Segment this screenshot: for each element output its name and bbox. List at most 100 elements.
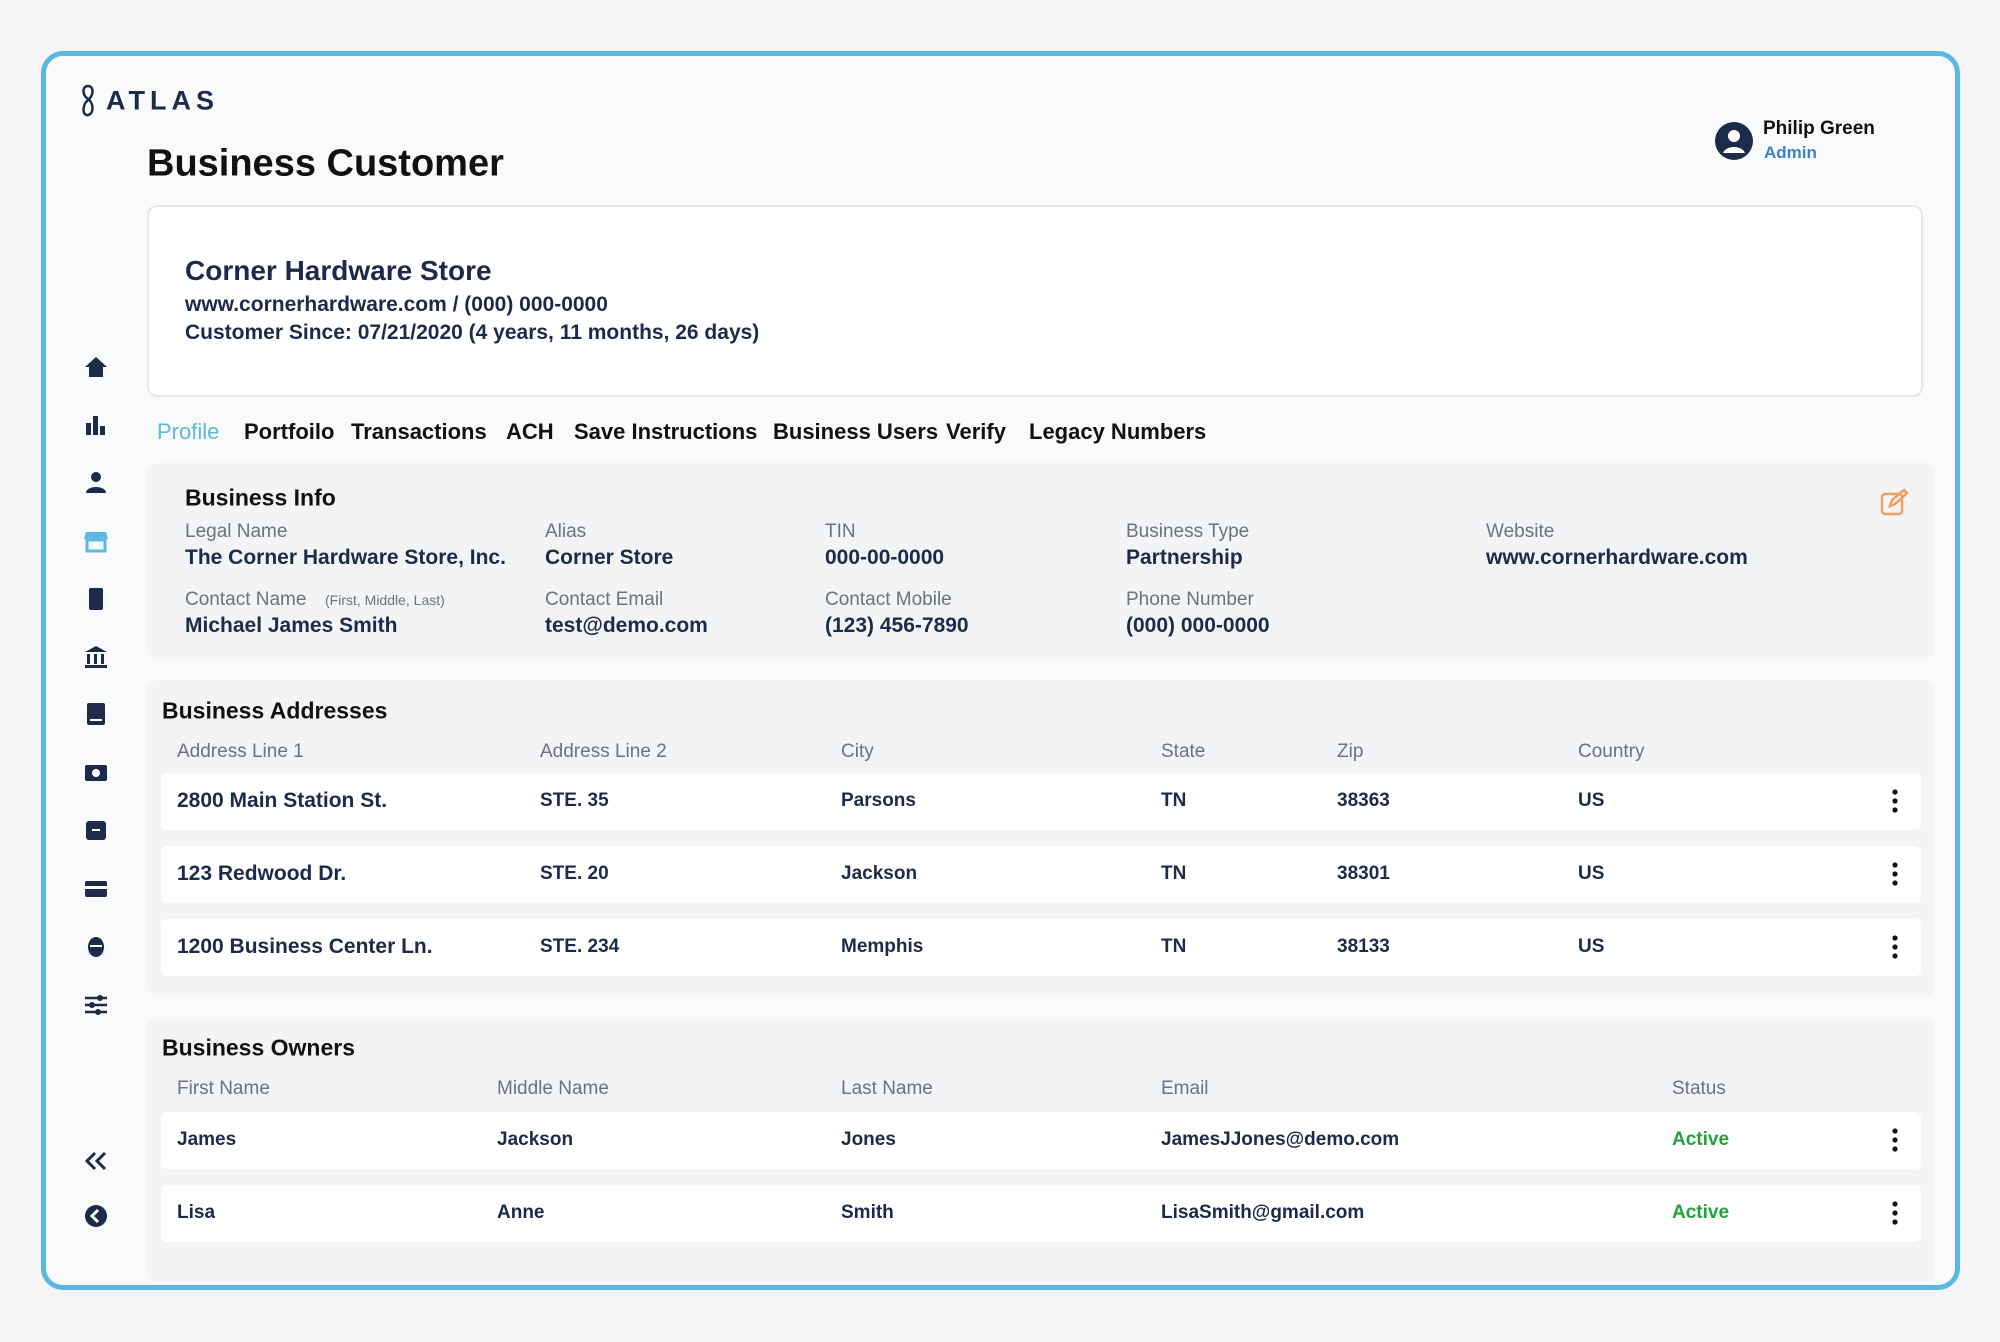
- person-icon[interactable]: [84, 470, 108, 494]
- bank-icon[interactable]: [84, 645, 108, 669]
- field-label: Contact Name: [185, 589, 307, 610]
- row-menu[interactable]: [1891, 1201, 1899, 1225]
- table-cell: Memphis: [841, 936, 924, 957]
- row-menu[interactable]: [1891, 935, 1899, 959]
- table-cell: Active: [1672, 1129, 1730, 1150]
- table-cell: Jackson: [841, 863, 918, 884]
- device-icon[interactable]: [84, 587, 108, 611]
- money-icon[interactable]: [84, 761, 108, 785]
- card-icon[interactable]: [84, 877, 108, 901]
- row-menu[interactable]: [1891, 789, 1899, 813]
- table-cell: Anne: [497, 1202, 545, 1223]
- tab[interactable]: Verify: [946, 419, 1006, 444]
- table-cell: 38301: [1337, 863, 1390, 884]
- column-header: First Name: [177, 1078, 270, 1099]
- table-row: [161, 1185, 1921, 1242]
- chart-icon[interactable]: [84, 413, 108, 437]
- bug-icon[interactable]: [84, 934, 108, 958]
- column-header: Zip: [1337, 741, 1364, 762]
- table-cell: 38133: [1337, 936, 1390, 957]
- field-value: (123) 456-7890: [825, 614, 969, 637]
- column-header: State: [1161, 741, 1206, 762]
- tab[interactable]: ACH: [506, 419, 554, 444]
- business-info-panel: [147, 463, 1935, 659]
- table-cell: 1200 Business Center Ln.: [177, 935, 433, 958]
- user-name: Philip Green: [1763, 118, 1875, 139]
- column-header: Country: [1578, 741, 1645, 762]
- table-cell: US: [1578, 863, 1605, 884]
- table-cell: Jackson: [497, 1129, 574, 1150]
- tab[interactable]: Legacy Numbers: [1029, 419, 1207, 444]
- logout-icon[interactable]: [84, 1204, 108, 1228]
- section-title: Business Owners: [162, 1034, 356, 1061]
- tab[interactable]: Save Instructions: [574, 419, 758, 444]
- table-cell: Jones: [841, 1129, 896, 1150]
- table-cell: Smith: [841, 1202, 894, 1223]
- column-header: Address Line 2: [540, 741, 667, 762]
- store-icon[interactable]: [84, 529, 108, 553]
- table-cell: Lisa: [177, 1202, 216, 1223]
- field-value: Corner Store: [545, 546, 674, 569]
- row-menu[interactable]: [1891, 862, 1899, 886]
- table-row: [161, 773, 1921, 830]
- edit-icon[interactable]: [1880, 488, 1908, 516]
- book-icon[interactable]: [84, 702, 108, 726]
- column-header: Email: [1161, 1078, 1209, 1099]
- field-label: Legal Name: [185, 521, 288, 542]
- table-row: [161, 1112, 1921, 1169]
- collapse-icon[interactable]: [84, 1149, 108, 1173]
- table-row: [161, 846, 1921, 903]
- table-cell: Active: [1672, 1202, 1730, 1223]
- field-label: Contact Email: [545, 589, 664, 610]
- field-label: Business Type: [1126, 521, 1250, 542]
- logo-icon: [82, 84, 94, 117]
- user-avatar[interactable]: [1715, 122, 1753, 160]
- field-label: TIN: [825, 521, 856, 542]
- customer-name: Corner Hardware Store: [185, 255, 492, 286]
- row-menu[interactable]: [1891, 1128, 1899, 1152]
- section-title: Business Info: [185, 484, 336, 511]
- table-cell: 123 Redwood Dr.: [177, 862, 347, 885]
- customer-card: [147, 205, 1923, 397]
- table-cell: US: [1578, 790, 1605, 811]
- table-cell: LisaSmith@gmail.com: [1161, 1202, 1365, 1223]
- table-cell: STE. 234: [540, 936, 620, 957]
- column-header: Last Name: [841, 1078, 933, 1099]
- field-value: test@demo.com: [545, 614, 708, 637]
- table-cell: 38363: [1337, 790, 1390, 811]
- table-cell: JamesJJones@demo.com: [1161, 1129, 1400, 1150]
- home-icon[interactable]: [84, 355, 108, 379]
- field-value: Michael James Smith: [185, 614, 398, 637]
- table-cell: TN: [1161, 863, 1187, 884]
- tab[interactable]: Business Users: [773, 419, 939, 444]
- tab[interactable]: Profile: [157, 419, 220, 444]
- table-cell: TN: [1161, 790, 1187, 811]
- field-label: Phone Number: [1126, 589, 1254, 610]
- field-value: www.cornerhardware.com: [1486, 546, 1748, 569]
- column-header: Address Line 1: [177, 741, 304, 762]
- column-header: City: [841, 741, 874, 762]
- field-label: Website: [1486, 521, 1555, 542]
- table-cell: US: [1578, 936, 1605, 957]
- settings-icon[interactable]: [84, 993, 108, 1017]
- table-cell: James: [177, 1129, 237, 1150]
- table-row: [161, 919, 1921, 976]
- customer-since: Customer Since: 07/21/2020 (4 years, 11 …: [185, 321, 760, 344]
- field-note: (First, Middle, Last): [325, 592, 445, 608]
- table-cell: STE. 35: [540, 790, 609, 811]
- archive-icon[interactable]: [84, 818, 108, 842]
- table-cell: Parsons: [841, 790, 916, 811]
- field-value: The Corner Hardware Store, Inc.: [185, 546, 506, 569]
- column-header: Status: [1672, 1078, 1726, 1099]
- table-cell: TN: [1161, 936, 1187, 957]
- field-label: Contact Mobile: [825, 589, 952, 610]
- field-value: 000-00-0000: [825, 546, 945, 569]
- customer-contact: www.cornerhardware.com / (000) 000-0000: [185, 293, 608, 316]
- tab[interactable]: Transactions: [351, 419, 487, 444]
- tab[interactable]: Portfoilo: [244, 419, 335, 444]
- field-value: (000) 000-0000: [1126, 614, 1270, 637]
- field-label: Alias: [545, 521, 587, 542]
- table-cell: STE. 20: [540, 863, 609, 884]
- section-title: Business Addresses: [162, 697, 388, 724]
